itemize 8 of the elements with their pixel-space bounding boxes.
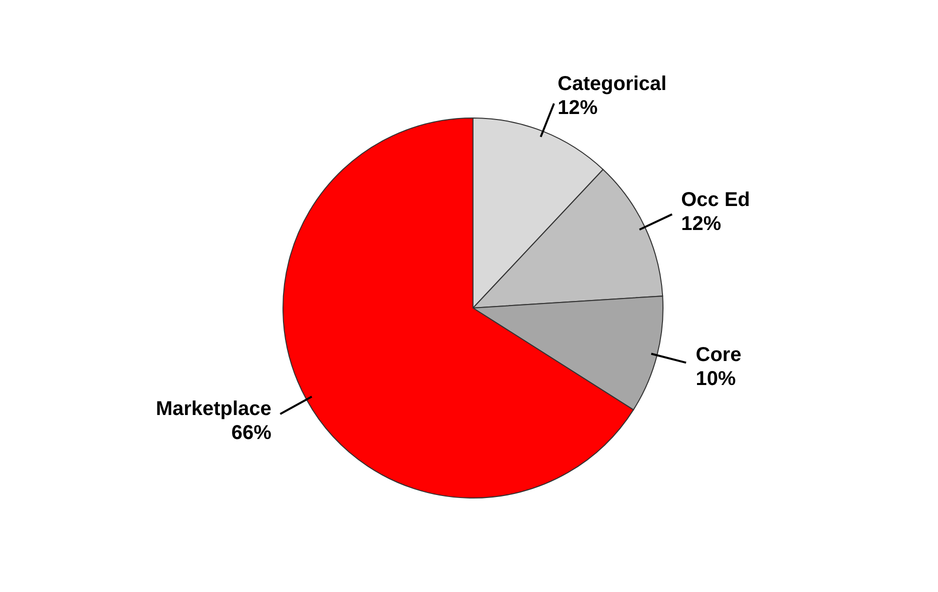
data-label: 12%: [558, 97, 598, 120]
slice-label: Core: [696, 344, 742, 366]
slice-label: Marketplace: [156, 398, 272, 420]
slice-label: Categorical: [558, 73, 667, 96]
data-label: 66%: [231, 422, 272, 444]
slice-label: Occ Ed: [681, 189, 750, 212]
data-label: 10%: [696, 368, 736, 390]
data-label: 12%: [681, 213, 722, 236]
